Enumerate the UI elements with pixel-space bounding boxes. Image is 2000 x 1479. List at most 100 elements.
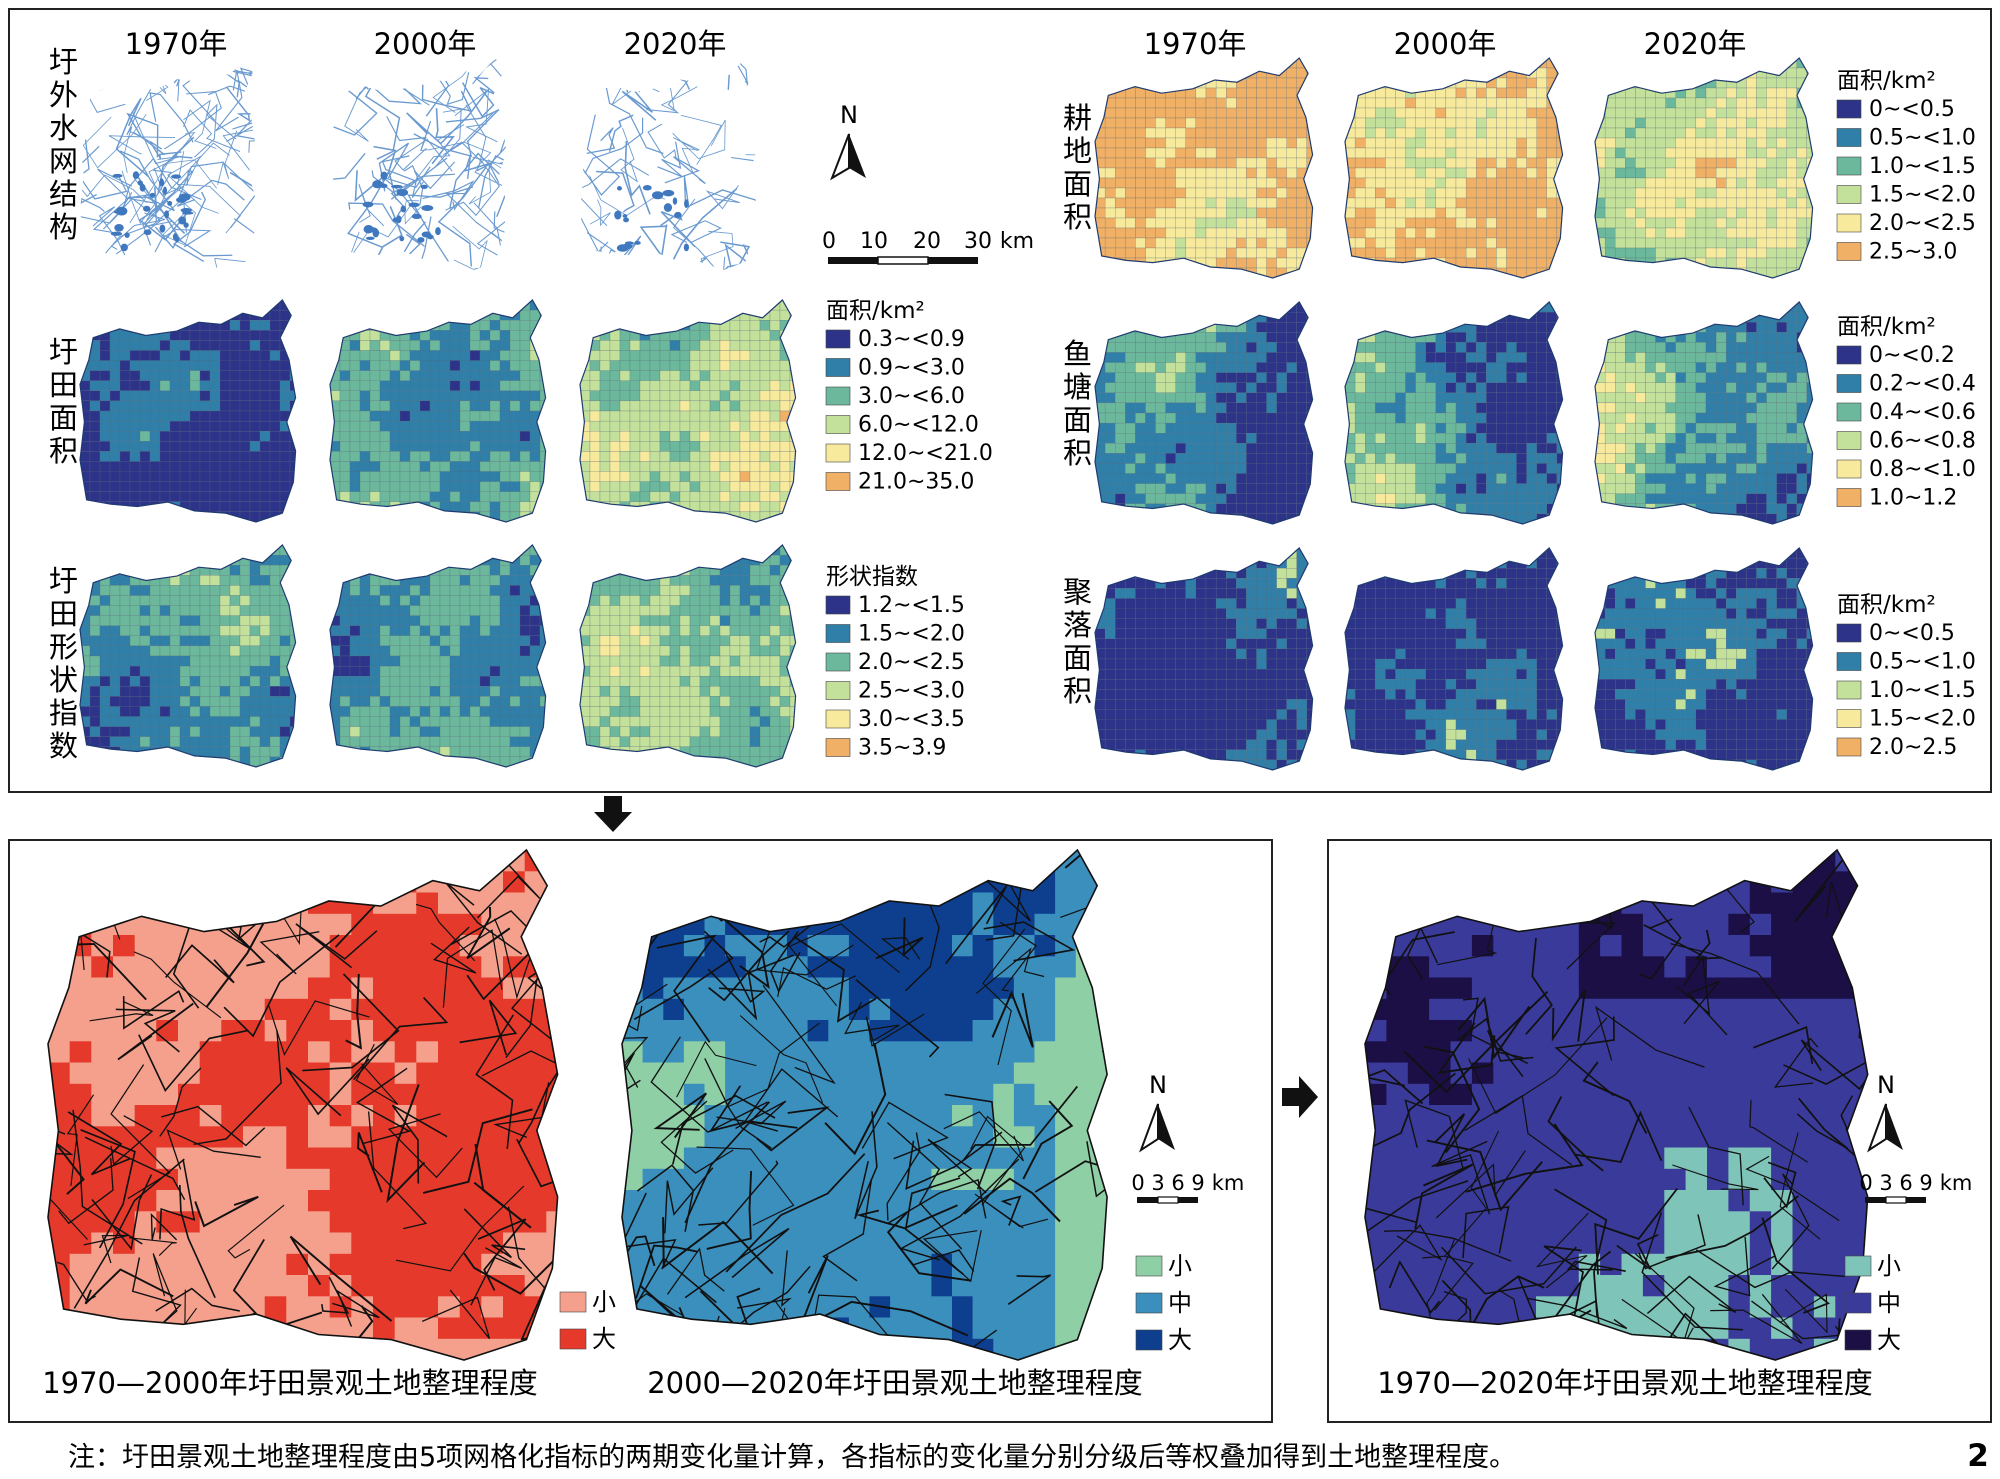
grid-cell — [479, 420, 491, 432]
grid-cell — [1226, 322, 1237, 333]
grid-cell — [1246, 352, 1257, 363]
grid-cell — [369, 615, 381, 626]
grid-cell — [229, 706, 241, 717]
grid-cell — [1776, 117, 1787, 129]
grid-cell — [259, 410, 271, 422]
grid-cell — [129, 461, 141, 472]
grid-cell — [1104, 137, 1116, 149]
grid-cell — [1465, 127, 1477, 139]
grid-cell — [80, 565, 91, 576]
grid-cell — [199, 736, 211, 747]
grid-cell — [629, 300, 641, 311]
grid-cell — [389, 400, 401, 412]
grid-cell — [369, 309, 381, 321]
grid-cell — [1135, 443, 1146, 454]
grid-cell — [489, 501, 501, 513]
grid-cell — [1776, 107, 1787, 119]
grid-cell — [1205, 227, 1217, 239]
grid-cell — [259, 696, 271, 707]
grid-cell — [1615, 197, 1626, 209]
grid-cell — [1145, 473, 1156, 484]
grid-cell — [529, 441, 541, 452]
grid-cell — [219, 400, 231, 412]
grid-cell — [259, 400, 271, 412]
grid-cell — [409, 511, 421, 522]
grid-cell — [1536, 187, 1547, 199]
grid-cell — [509, 746, 521, 758]
grid-cell — [759, 615, 771, 626]
river-line — [358, 184, 385, 227]
grid-cell — [1695, 157, 1707, 169]
grid-cell — [609, 501, 621, 513]
grid-cell — [1115, 77, 1126, 89]
grid-cell — [1236, 197, 1247, 209]
grid-cell — [469, 360, 481, 371]
grid-cell — [729, 481, 741, 492]
grid-cell — [139, 635, 151, 647]
grid-cell — [209, 441, 221, 452]
grid-cell — [1786, 197, 1797, 209]
grid-cell — [259, 665, 271, 677]
grid-cell — [639, 400, 651, 412]
grid-cell — [1385, 257, 1396, 269]
grid-cell — [779, 481, 791, 492]
grid-cell — [1425, 117, 1436, 129]
grid-cell — [1476, 217, 1487, 229]
grid-cell — [719, 330, 731, 341]
row-label-polder-shape-index: 圩田形状指数 — [49, 564, 78, 763]
grid-cell — [1375, 237, 1386, 249]
grid-cell — [409, 545, 421, 556]
grid-cell — [1155, 392, 1166, 404]
grid-cell — [699, 441, 711, 452]
grid-cell — [269, 441, 281, 452]
grid-cell — [389, 565, 401, 576]
river-line — [108, 135, 176, 155]
grid-cell — [339, 370, 351, 381]
grid-cell — [1736, 147, 1747, 159]
grid-cell — [1215, 463, 1227, 474]
grid-cell — [199, 676, 211, 687]
grid-cell — [409, 554, 421, 566]
grid-cell — [109, 431, 121, 442]
grid-cell — [429, 471, 441, 482]
grid-cell — [409, 410, 421, 422]
grid-cell — [1595, 257, 1606, 269]
grid-cell — [599, 309, 611, 321]
grid-cell — [119, 481, 131, 492]
grid-cell — [629, 625, 641, 636]
grid-cell — [519, 431, 531, 442]
grid-cell — [289, 501, 296, 513]
grid-cell — [1365, 207, 1376, 219]
grid-cell — [1476, 117, 1487, 129]
grid-cell — [1266, 167, 1277, 179]
grid-cell — [509, 676, 521, 687]
grid-cell — [269, 696, 281, 707]
grid-cell — [599, 300, 611, 311]
grid-cell — [769, 726, 781, 737]
grid-cell — [259, 471, 271, 482]
grid-cell — [399, 400, 411, 412]
lake-patch — [391, 184, 403, 189]
grid-cell — [1205, 483, 1217, 494]
grid-cell — [1195, 177, 1207, 189]
grid-cell — [649, 706, 661, 717]
grid-cell — [1445, 217, 1457, 229]
grid-cell — [219, 370, 231, 381]
grid-cell — [219, 706, 231, 717]
grid-cell — [1736, 257, 1747, 269]
grid-cell — [99, 585, 111, 596]
grid-cell — [1115, 342, 1126, 353]
grid-cell — [1115, 483, 1126, 494]
grid-cell — [779, 716, 791, 727]
grid-cell — [1604, 67, 1616, 79]
grid-cell — [1665, 117, 1676, 129]
grid-cell — [1786, 97, 1797, 109]
grid-cell — [1175, 137, 1186, 149]
grid-cell — [429, 605, 441, 616]
grid-cell — [1665, 77, 1676, 89]
grid-cell — [1125, 147, 1136, 159]
grid-cell — [589, 756, 601, 767]
grid-cell — [699, 350, 711, 361]
grid-cell — [1476, 227, 1487, 239]
grid-cell — [1375, 97, 1386, 109]
